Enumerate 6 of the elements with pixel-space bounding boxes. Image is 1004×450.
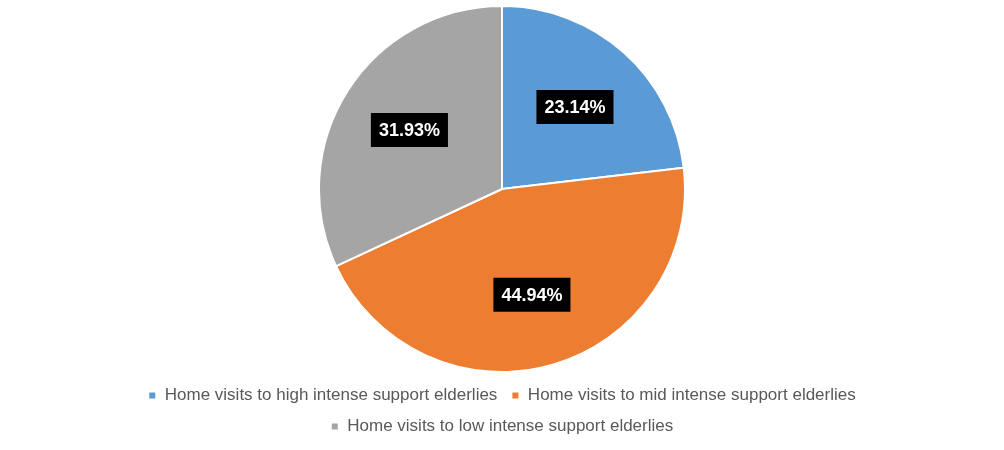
legend-label: Home visits to low intense support elderlies bbox=[347, 416, 674, 436]
data-label: 31.93% bbox=[378, 119, 440, 140]
legend-label: Home visits to mid intense support elderlies bbox=[527, 385, 856, 405]
data-label: 23.14% bbox=[544, 96, 606, 117]
legend-label: Home visits to high intense support elderlies bbox=[164, 385, 498, 405]
data-label: 44.94% bbox=[501, 284, 563, 305]
